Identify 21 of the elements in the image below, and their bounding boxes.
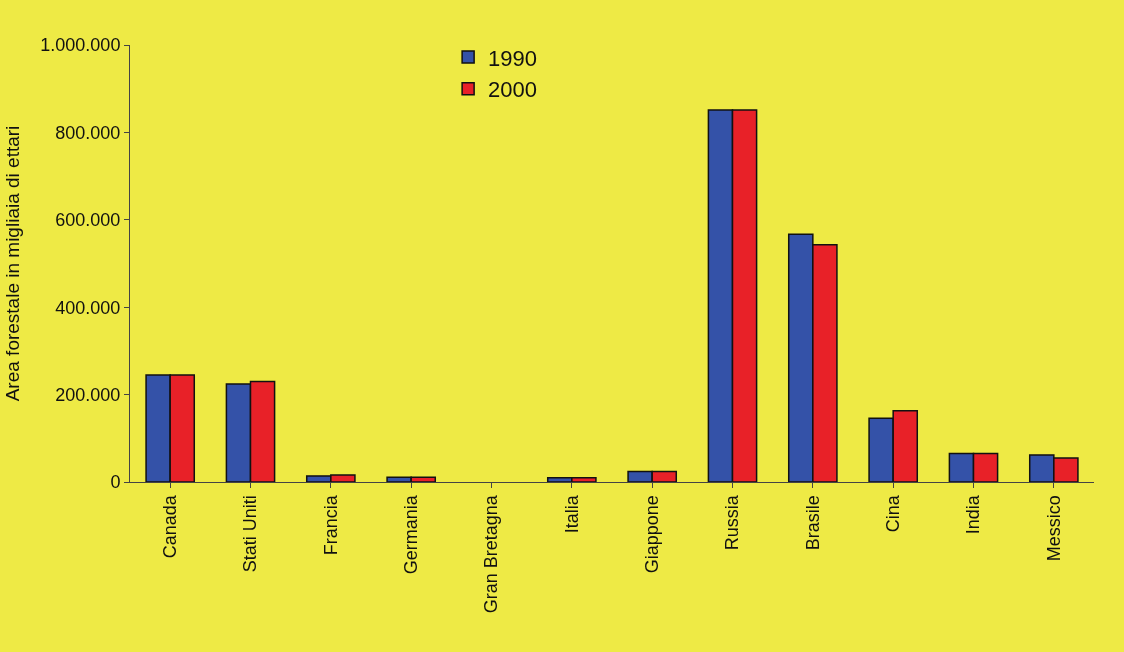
x-tick-label: Brasile xyxy=(802,495,823,551)
y-tick-label: 800.000 xyxy=(55,122,121,143)
x-tick-label: Giappone xyxy=(642,495,663,574)
y-tick-label: 200.000 xyxy=(55,384,121,405)
x-tick-label: Italia xyxy=(561,494,582,534)
x-tick-label: Messico xyxy=(1043,495,1064,562)
x-tick-label: Cina xyxy=(883,494,904,533)
x-tick-label: Francia xyxy=(320,494,341,556)
y-tick-label: 0 xyxy=(110,472,121,493)
x-tick-label: Stati Uniti xyxy=(240,495,261,573)
y-axis-title: Area forestale in migliaia di ettari xyxy=(2,125,24,402)
y-tick-label: 600.000 xyxy=(55,210,121,231)
x-tick-label: Gran Bretagna xyxy=(481,494,502,614)
legend-label: 2000 xyxy=(488,77,538,103)
y-tick-label: 400.000 xyxy=(55,297,121,318)
x-tick-label: Canada xyxy=(160,494,181,559)
x-tick-label: India xyxy=(963,494,984,535)
y-tick-label: 1.000.000 xyxy=(40,35,121,56)
legend-label: 1990 xyxy=(488,45,538,71)
x-tick-label: Germania xyxy=(401,494,422,575)
x-tick-label: Russia xyxy=(722,494,743,551)
